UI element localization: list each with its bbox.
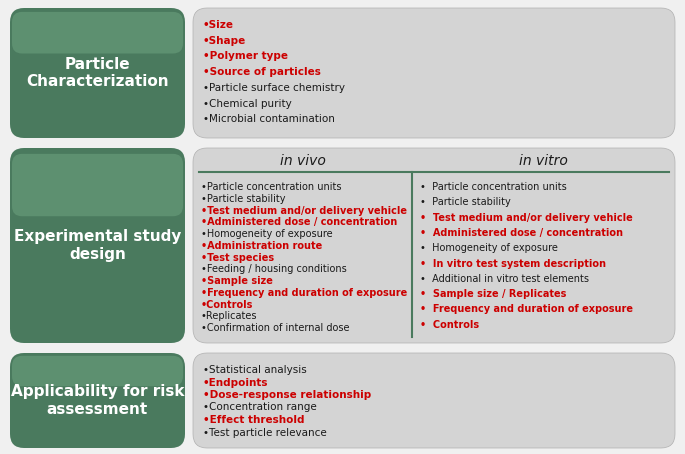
- FancyBboxPatch shape: [10, 148, 185, 343]
- Text: •Confirmation of internal dose: •Confirmation of internal dose: [201, 323, 349, 333]
- FancyBboxPatch shape: [12, 12, 183, 54]
- Text: •Particle stability: •Particle stability: [201, 194, 286, 204]
- Text: •  Particle stability: • Particle stability: [421, 197, 511, 207]
- FancyBboxPatch shape: [193, 148, 675, 343]
- Text: •Homogeneity of exposure: •Homogeneity of exposure: [201, 229, 333, 239]
- Text: •  Controls: • Controls: [421, 320, 479, 330]
- Text: •Concentration range: •Concentration range: [203, 403, 316, 413]
- FancyBboxPatch shape: [10, 8, 185, 138]
- Text: •Polymer type: •Polymer type: [203, 51, 288, 61]
- Text: Applicability for risk
assessment: Applicability for risk assessment: [11, 384, 184, 417]
- Text: •Source of particles: •Source of particles: [203, 67, 321, 77]
- Text: •  Particle concentration units: • Particle concentration units: [421, 182, 567, 192]
- FancyBboxPatch shape: [193, 8, 675, 138]
- Text: •Particle concentration units: •Particle concentration units: [201, 182, 342, 192]
- Text: •Particle surface chemistry: •Particle surface chemistry: [203, 83, 345, 93]
- Text: Experimental study
design: Experimental study design: [14, 229, 182, 262]
- Text: Particle
Characterization: Particle Characterization: [26, 57, 169, 89]
- Text: •  Frequency and duration of exposure: • Frequency and duration of exposure: [421, 304, 634, 315]
- Text: •  Administered dose / concentration: • Administered dose / concentration: [421, 228, 623, 238]
- Text: •Feeding / housing conditions: •Feeding / housing conditions: [201, 264, 347, 274]
- Text: •Sample size: •Sample size: [201, 276, 273, 286]
- Text: •Chemical purity: •Chemical purity: [203, 99, 292, 109]
- Text: •Test medium and/or delivery vehicle: •Test medium and/or delivery vehicle: [201, 206, 407, 216]
- Text: •Microbial contamination: •Microbial contamination: [203, 114, 335, 124]
- Text: •Size: •Size: [203, 20, 234, 30]
- Text: •Effect threshold: •Effect threshold: [203, 415, 305, 425]
- FancyBboxPatch shape: [12, 356, 183, 386]
- Text: •  Homogeneity of exposure: • Homogeneity of exposure: [421, 243, 558, 253]
- Text: •Endpoints: •Endpoints: [203, 377, 269, 388]
- Text: in vivo: in vivo: [279, 154, 325, 168]
- Text: •Shape: •Shape: [203, 36, 246, 46]
- FancyBboxPatch shape: [12, 154, 183, 216]
- Text: •  Additional in vitro test elements: • Additional in vitro test elements: [421, 274, 589, 284]
- Text: •Controls: •Controls: [201, 300, 253, 310]
- Text: •  Test medium and/or delivery vehicle: • Test medium and/or delivery vehicle: [421, 212, 633, 222]
- Text: •Replicates: •Replicates: [201, 311, 258, 321]
- FancyBboxPatch shape: [193, 353, 675, 448]
- Text: •Administration route: •Administration route: [201, 241, 322, 251]
- Text: •  Sample size / Replicates: • Sample size / Replicates: [421, 289, 566, 299]
- Text: •Administered dose / concentration: •Administered dose / concentration: [201, 217, 397, 227]
- Text: •Statistical analysis: •Statistical analysis: [203, 365, 307, 375]
- Text: •  In vitro test system description: • In vitro test system description: [421, 258, 606, 268]
- Text: •Frequency and duration of exposure: •Frequency and duration of exposure: [201, 288, 408, 298]
- Text: •Dose-response relationship: •Dose-response relationship: [203, 390, 371, 400]
- Text: in vitro: in vitro: [519, 154, 568, 168]
- FancyBboxPatch shape: [10, 353, 185, 448]
- Text: •Test particle relevance: •Test particle relevance: [203, 428, 327, 438]
- Text: •Test species: •Test species: [201, 252, 274, 262]
